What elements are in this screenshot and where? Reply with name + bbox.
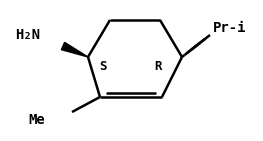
Text: Me: Me [28,113,45,127]
Text: R: R [154,60,162,73]
Polygon shape [61,42,88,57]
Text: H₂N: H₂N [15,28,40,42]
Text: S: S [99,60,107,73]
Text: Pr-i: Pr-i [213,21,246,35]
